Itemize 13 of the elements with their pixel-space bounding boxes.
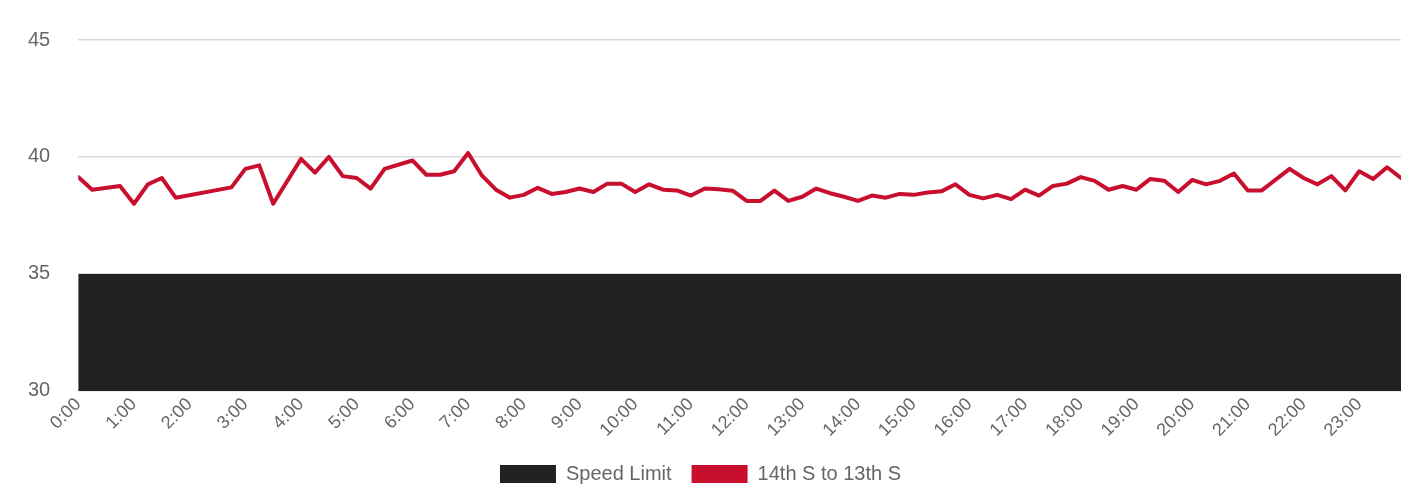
y-tick-label: 30 [28, 378, 51, 401]
y-tick-label: 45 [28, 27, 51, 50]
x-tick-label: 7:00 [435, 393, 475, 433]
x-tick-label: 3:00 [212, 393, 252, 433]
x-tick-label: 5:00 [324, 393, 364, 433]
legend-label: 14th S to 13th S [757, 461, 902, 484]
x-tick-label: 9:00 [546, 393, 586, 433]
y-tick-label: 35 [28, 261, 51, 284]
x-tick-label: 8:00 [491, 393, 531, 433]
x-tick-label: 4:00 [268, 393, 308, 433]
legend-label: Speed Limit [565, 461, 673, 484]
x-tick-label: 6:00 [379, 393, 419, 433]
y-tick-label: 40 [28, 144, 51, 167]
